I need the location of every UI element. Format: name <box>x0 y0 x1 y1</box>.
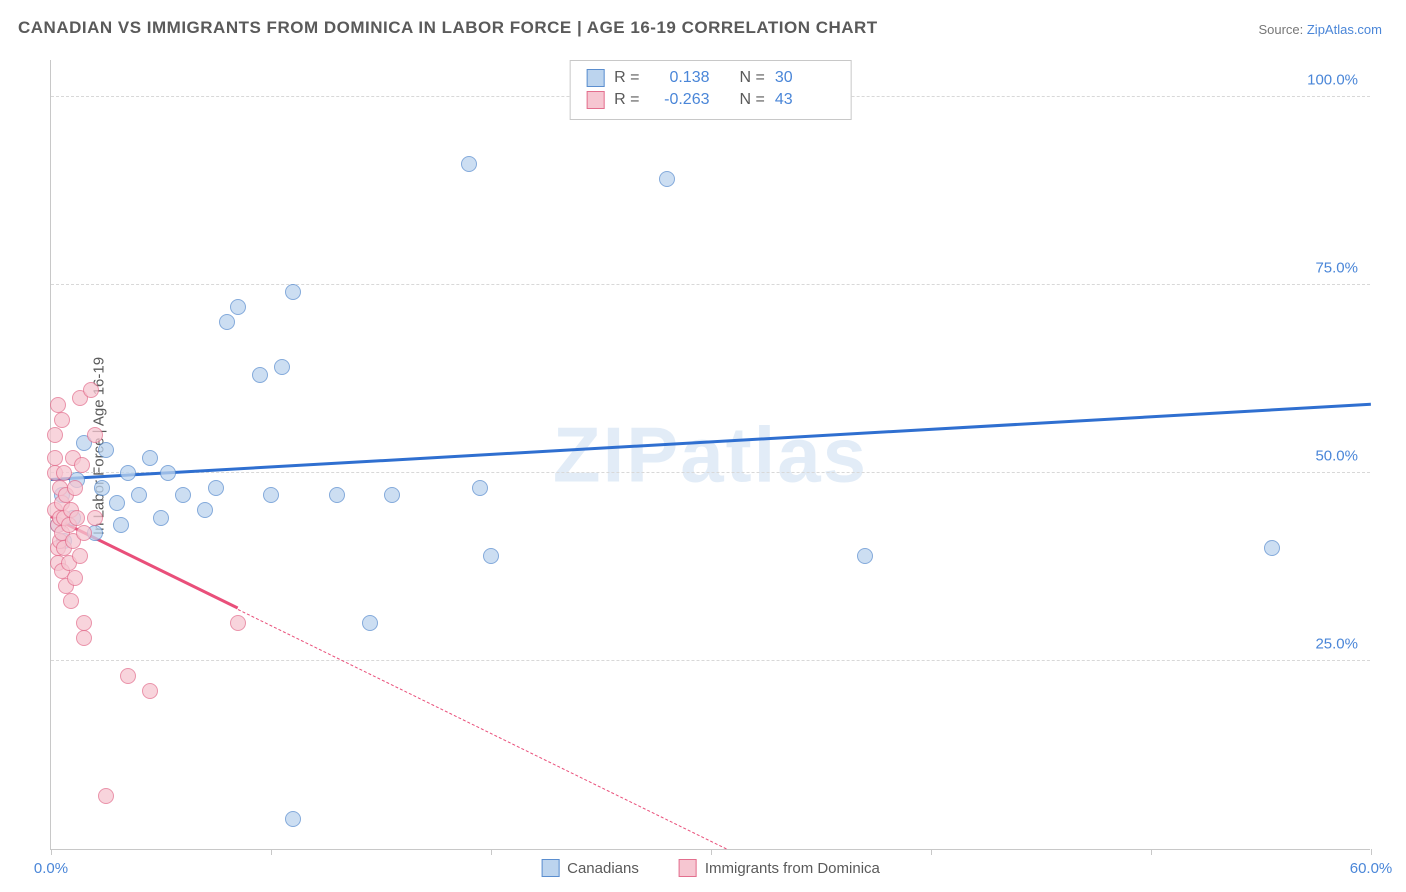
y-tick-label: 50.0% <box>1315 447 1358 464</box>
n-label: N = <box>740 69 765 87</box>
data-point <box>230 615 246 631</box>
x-tick-label: 60.0% <box>1350 860 1393 877</box>
data-point <box>74 457 90 473</box>
data-point <box>56 465 72 481</box>
source-link[interactable]: ZipAtlas.com <box>1307 22 1382 37</box>
n-value-series2: 43 <box>775 91 835 109</box>
n-label: N = <box>740 91 765 109</box>
legend-item-series2: Immigrants from Dominica <box>679 859 880 877</box>
stats-box: R = 0.138 N = 30 R = -0.263 N = 43 <box>569 60 852 120</box>
data-point <box>113 517 129 533</box>
data-point <box>362 615 378 631</box>
data-point <box>87 510 103 526</box>
data-point <box>230 299 246 315</box>
y-tick-label: 100.0% <box>1307 71 1358 88</box>
data-point <box>384 487 400 503</box>
data-point <box>67 480 83 496</box>
data-point <box>142 450 158 466</box>
y-tick-label: 75.0% <box>1315 259 1358 276</box>
x-tick <box>491 849 492 855</box>
data-point <box>72 548 88 564</box>
gridline <box>51 472 1370 473</box>
stats-row-series1: R = 0.138 N = 30 <box>586 67 835 89</box>
data-point <box>857 548 873 564</box>
data-point <box>50 397 66 413</box>
swatch-series1-legend <box>541 859 559 877</box>
data-point <box>160 465 176 481</box>
chart-title: CANADIAN VS IMMIGRANTS FROM DOMINICA IN … <box>18 18 878 38</box>
r-value-series1: 0.138 <box>650 69 710 87</box>
bottom-legend: Canadians Immigrants from Dominica <box>541 859 880 877</box>
data-point <box>120 465 136 481</box>
r-label: R = <box>614 69 639 87</box>
source-prefix: Source: <box>1258 22 1306 37</box>
data-point <box>83 382 99 398</box>
data-point <box>47 450 63 466</box>
n-value-series1: 30 <box>775 69 835 87</box>
plot-area: ZIPatlas R = 0.138 N = 30 R = -0.263 N =… <box>50 60 1370 850</box>
data-point <box>87 427 103 443</box>
data-point <box>54 412 70 428</box>
data-point <box>76 630 92 646</box>
x-tick-label: 0.0% <box>34 860 68 877</box>
data-point <box>208 480 224 496</box>
data-point <box>67 570 83 586</box>
data-point <box>483 548 499 564</box>
swatch-series2-legend <box>679 859 697 877</box>
gridline <box>51 284 1370 285</box>
data-point <box>153 510 169 526</box>
x-tick <box>1371 849 1372 855</box>
data-point <box>252 367 268 383</box>
legend-item-series1: Canadians <box>541 859 639 877</box>
data-point <box>94 480 110 496</box>
data-point <box>131 487 147 503</box>
data-point <box>285 811 301 827</box>
data-point <box>120 668 136 684</box>
x-tick <box>931 849 932 855</box>
y-tick-label: 25.0% <box>1315 635 1358 652</box>
data-point <box>285 284 301 300</box>
data-point <box>175 487 191 503</box>
data-point <box>76 525 92 541</box>
data-point <box>109 495 125 511</box>
data-point <box>47 427 63 443</box>
data-point <box>142 683 158 699</box>
data-point <box>69 510 85 526</box>
data-point <box>1264 540 1280 556</box>
watermark: ZIPatlas <box>553 409 868 500</box>
legend-label-series1: Canadians <box>567 860 639 877</box>
x-tick <box>271 849 272 855</box>
data-point <box>98 788 114 804</box>
x-tick <box>51 849 52 855</box>
trendline <box>51 403 1371 481</box>
data-point <box>263 487 279 503</box>
x-tick <box>1151 849 1152 855</box>
trendline-extrapolated <box>238 609 727 849</box>
data-point <box>329 487 345 503</box>
data-point <box>197 502 213 518</box>
swatch-series1 <box>586 69 604 87</box>
stats-row-series2: R = -0.263 N = 43 <box>586 89 835 111</box>
gridline <box>51 660 1370 661</box>
data-point <box>63 593 79 609</box>
swatch-series2 <box>586 91 604 109</box>
data-point <box>219 314 235 330</box>
source-attribution: Source: ZipAtlas.com <box>1258 22 1382 37</box>
data-point <box>98 442 114 458</box>
legend-label-series2: Immigrants from Dominica <box>705 860 880 877</box>
data-point <box>76 615 92 631</box>
data-point <box>461 156 477 172</box>
data-point <box>659 171 675 187</box>
data-point <box>472 480 488 496</box>
x-tick <box>711 849 712 855</box>
data-point <box>274 359 290 375</box>
r-value-series2: -0.263 <box>650 91 710 109</box>
r-label: R = <box>614 91 639 109</box>
